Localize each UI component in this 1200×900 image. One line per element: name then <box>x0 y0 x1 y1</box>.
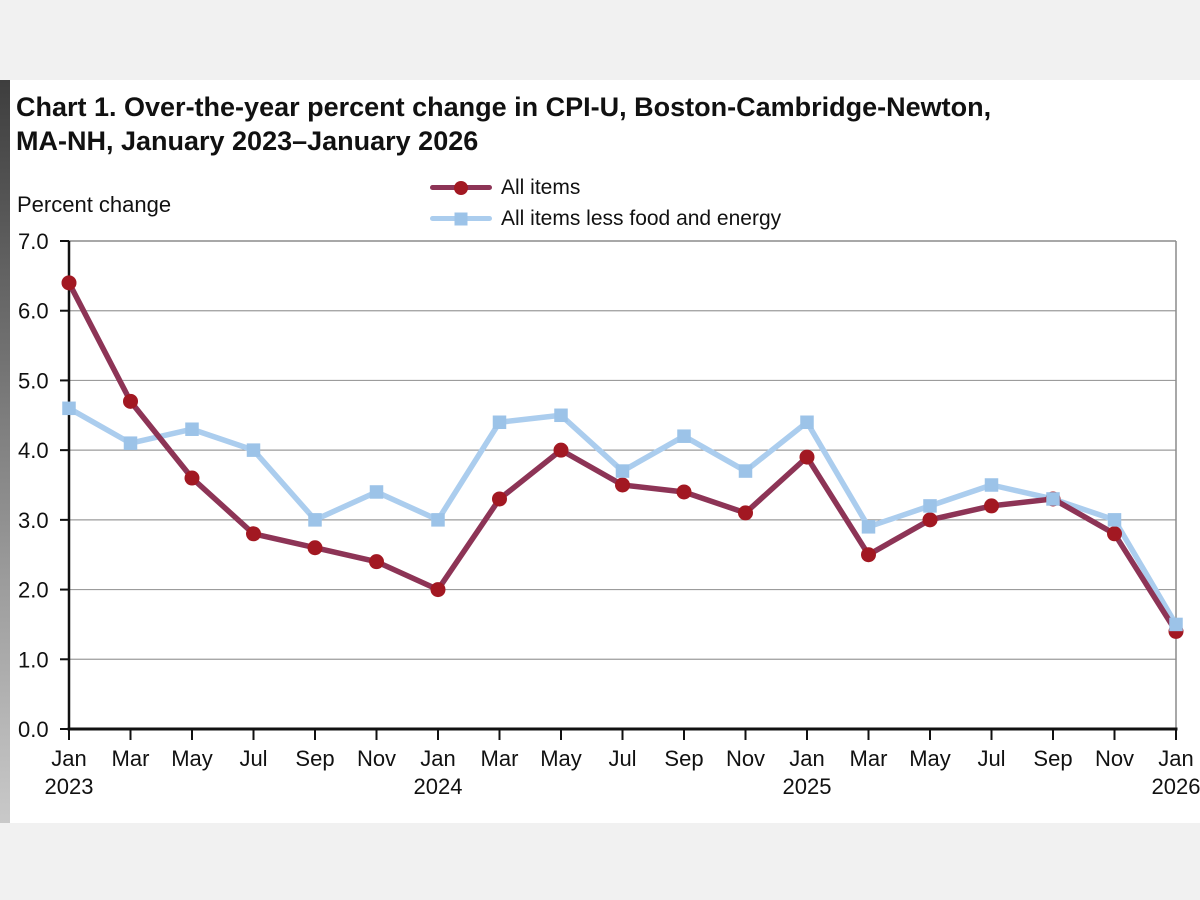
square-marker-icon <box>454 212 468 225</box>
svg-text:3.0: 3.0 <box>18 508 49 533</box>
svg-text:2025: 2025 <box>783 774 832 799</box>
legend: All items All items less food and energy <box>430 172 781 234</box>
svg-text:Sep: Sep <box>664 746 703 771</box>
svg-text:6.0: 6.0 <box>18 299 49 324</box>
chart-title-line2: MA-NH, January 2023–January 2026 <box>16 126 479 156</box>
circle-marker-icon <box>454 180 468 195</box>
svg-text:2026: 2026 <box>1152 774 1200 799</box>
svg-text:0.0: 0.0 <box>18 717 49 742</box>
svg-text:Mar: Mar <box>481 746 519 771</box>
all-items-line-sample <box>430 180 492 195</box>
series-markers-all-items <box>61 275 1184 639</box>
svg-text:Jan: Jan <box>51 746 86 771</box>
chart-title: Chart 1. Over-the-year percent change in… <box>16 90 1186 158</box>
legend-item-all-items: All items <box>430 172 781 203</box>
svg-text:Jul: Jul <box>608 746 636 771</box>
svg-text:2.0: 2.0 <box>18 578 49 603</box>
x-tick-labels: Jan Mar May Jul Sep Nov Jan Mar May Jul Sep Nov Jan M… <box>45 746 1200 799</box>
left-accent-bar <box>0 80 10 823</box>
svg-text:1.0: 1.0 <box>18 647 49 672</box>
svg-text:Sep: Sep <box>295 746 334 771</box>
svg-text:Nov: Nov <box>726 746 765 771</box>
svg-text:Jan: Jan <box>789 746 824 771</box>
svg-text:Sep: Sep <box>1033 746 1072 771</box>
legend-item-core: All items less food and energy <box>430 203 781 234</box>
y-axis-title: Percent change <box>17 192 172 217</box>
svg-text:Mar: Mar <box>850 746 888 771</box>
chart-title-line1: Chart 1. Over-the-year percent change in… <box>16 92 992 122</box>
svg-text:Jan: Jan <box>1158 746 1193 771</box>
svg-text:Nov: Nov <box>1095 746 1134 771</box>
plot-border <box>69 240 1177 729</box>
series-markers-all-items-less-food-and-energy <box>62 401 1183 632</box>
svg-text:2023: 2023 <box>45 774 94 799</box>
axes <box>60 240 1178 740</box>
svg-text:Jul: Jul <box>239 746 267 771</box>
y-tick-labels: 0.0 1.0 2.0 3.0 4.0 5.0 6.0 7.0 <box>18 229 49 742</box>
svg-text:Jul: Jul <box>977 746 1005 771</box>
svg-text:May: May <box>171 746 213 771</box>
legend-label-core: All items less food and energy <box>501 206 782 230</box>
svg-text:May: May <box>540 746 582 771</box>
svg-text:May: May <box>909 746 951 771</box>
svg-text:Nov: Nov <box>357 746 396 771</box>
svg-text:Mar: Mar <box>112 746 150 771</box>
series-line-all-items <box>66 280 1179 635</box>
svg-text:7.0: 7.0 <box>18 229 49 254</box>
svg-text:Jan: Jan <box>420 746 455 771</box>
svg-text:4.0: 4.0 <box>18 438 49 463</box>
svg-text:5.0: 5.0 <box>18 368 49 393</box>
legend-label-all-items: All items <box>501 175 581 199</box>
svg-text:2024: 2024 <box>414 774 463 799</box>
core-line-sample <box>430 212 492 225</box>
